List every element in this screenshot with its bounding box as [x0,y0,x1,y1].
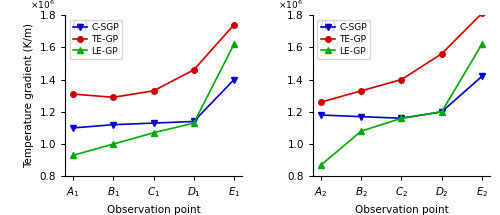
TE-GP [479,12,485,15]
LE-GP [479,43,485,45]
Legend: C-SGP, TE-GP, LE-GP: C-SGP, TE-GP, LE-GP [318,20,370,59]
TE-GP [110,96,116,98]
X-axis label: Observation point: Observation point [106,205,200,215]
Line: C-SGP: C-SGP [70,77,237,131]
TE-GP [70,93,76,95]
C-SGP [150,122,156,124]
C-SGP [318,114,324,116]
Text: (b): (b) [320,20,338,33]
C-SGP [479,75,485,78]
Line: LE-GP: LE-GP [70,41,237,158]
Line: TE-GP: TE-GP [70,22,237,100]
TE-GP [438,52,444,55]
LE-GP [398,117,404,120]
C-SGP [231,78,237,81]
Line: TE-GP: TE-GP [318,11,484,105]
TE-GP [191,69,197,71]
TE-GP [398,78,404,81]
LE-GP [110,143,116,145]
X-axis label: Observation point: Observation point [354,205,448,215]
TE-GP [358,89,364,92]
Line: LE-GP: LE-GP [318,41,484,168]
LE-GP [438,111,444,113]
LE-GP [318,164,324,166]
TE-GP [318,101,324,103]
TE-GP [150,89,156,92]
C-SGP [438,111,444,113]
LE-GP [150,131,156,134]
Text: $\times10^6$: $\times10^6$ [278,0,302,11]
C-SGP [70,127,76,129]
C-SGP [191,120,197,123]
C-SGP [110,123,116,126]
Text: $\times10^6$: $\times10^6$ [30,0,54,11]
LE-GP [358,130,364,132]
C-SGP [398,117,404,120]
Text: (a): (a) [72,20,90,33]
Y-axis label: Temperature gradient (K/m): Temperature gradient (K/m) [24,23,34,168]
Legend: C-SGP, TE-GP, LE-GP: C-SGP, TE-GP, LE-GP [70,20,122,59]
LE-GP [231,43,237,45]
LE-GP [70,154,76,157]
TE-GP [231,23,237,26]
C-SGP [358,115,364,118]
LE-GP [191,122,197,124]
Line: C-SGP: C-SGP [318,74,484,121]
